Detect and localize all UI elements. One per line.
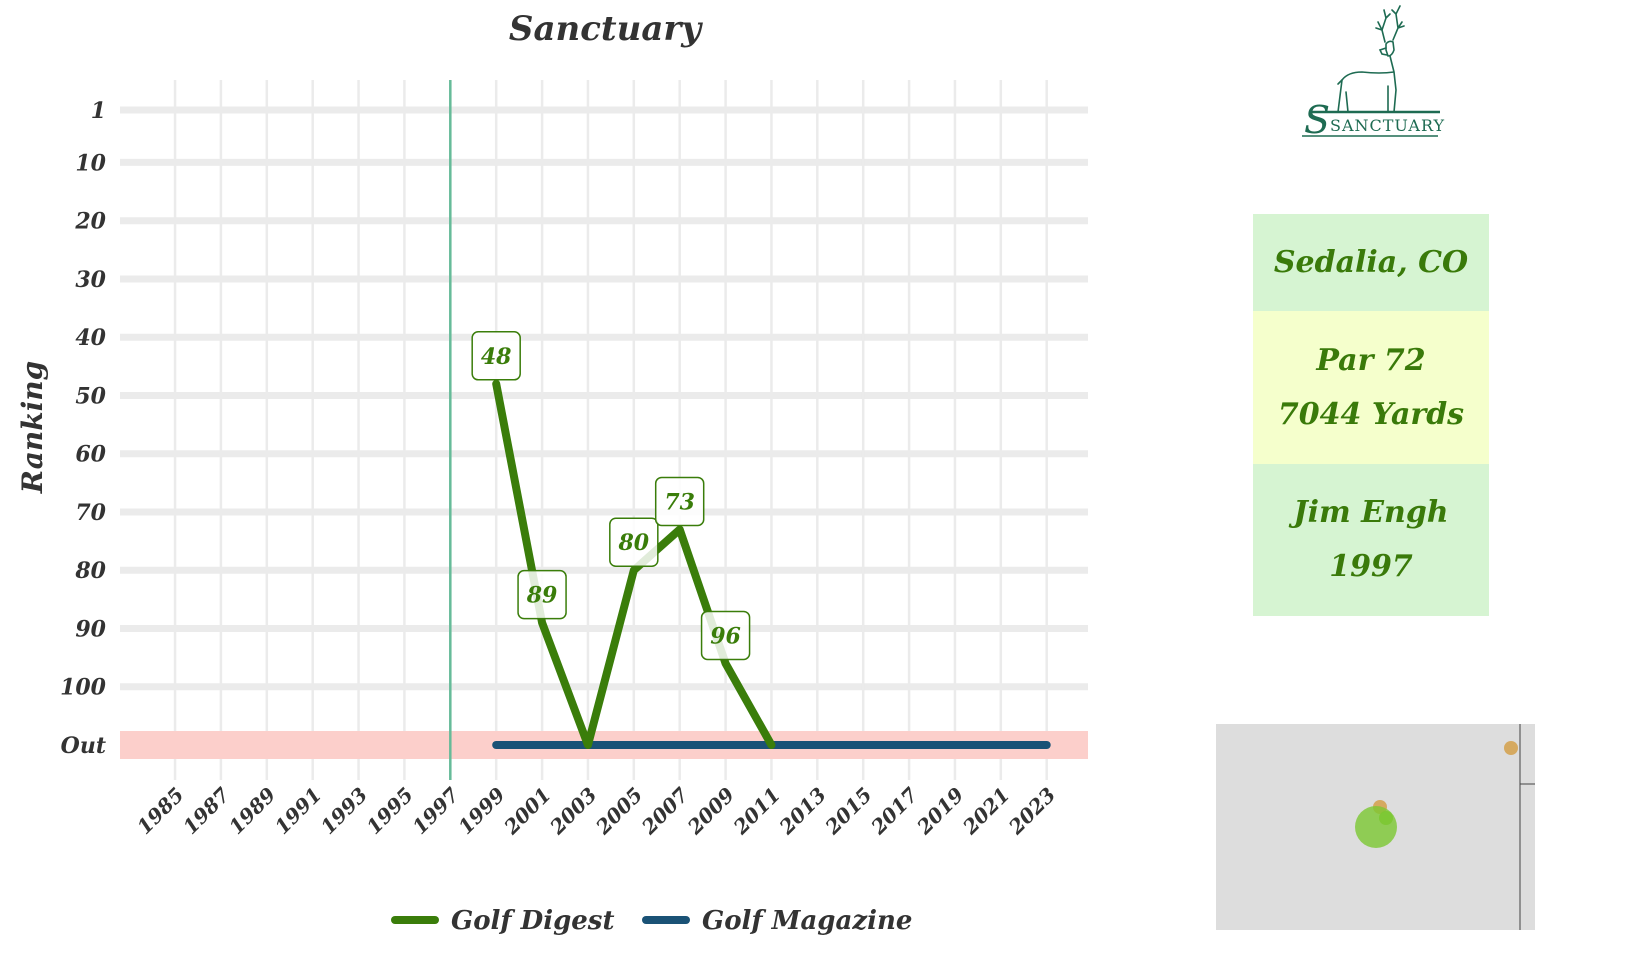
data-label: 48 [481, 344, 512, 370]
series-layer [492, 379, 1051, 749]
x-tick-label: 2015 [820, 783, 877, 840]
x-tick-label: 2013 [774, 783, 831, 840]
y-tick-label: 30 [75, 267, 106, 293]
x-tick-label: 2019 [911, 783, 968, 840]
x-tick-label: 1999 [453, 783, 509, 839]
data-label: 96 [710, 623, 741, 649]
x-tick-label: 2023 [1003, 783, 1060, 840]
data-label-box [609, 517, 659, 567]
yards-text: 7044 Yards [1277, 396, 1465, 432]
x-tick-label: 1985 [132, 783, 188, 839]
data-label: 80 [618, 530, 650, 556]
y-tick-label: 40 [75, 325, 106, 351]
y-tick-label: Out [61, 733, 106, 759]
x-tick-label: 1995 [362, 783, 418, 839]
x-tick-label: 1987 [178, 783, 234, 839]
y-tick-label: 1 [91, 98, 106, 124]
x-tick-label: 2017 [866, 783, 923, 840]
y-tick-label: 60 [75, 442, 106, 468]
data-label: 89 [526, 583, 558, 609]
x-tick-label: 1993 [316, 783, 372, 839]
legend-label: Golf Magazine [702, 906, 912, 936]
x-tick-label: 2005 [590, 783, 647, 840]
map-marker-east [1504, 741, 1518, 755]
x-tick-label: 2009 [682, 783, 739, 840]
legend-label: Golf Digest [451, 906, 614, 936]
x-tick-label: 2007 [636, 783, 693, 840]
location-minimap [1216, 724, 1535, 930]
data-label-box [517, 569, 567, 620]
location-text: Sedalia, CO [1273, 244, 1469, 280]
x-tick-label: 2011 [728, 783, 785, 840]
x-tick-label: 2003 [544, 783, 601, 840]
elk-icon [1337, 5, 1405, 113]
architect-panel: Jim Engh 1997 [1253, 464, 1489, 616]
y-tick-label: 20 [74, 209, 106, 235]
y-tick-label: 80 [74, 558, 106, 584]
data-label-box [700, 610, 751, 661]
x-tick-labels: 1985198719891991199319951997199920012003… [132, 783, 1060, 840]
data-label-box [471, 331, 521, 381]
data-label: 73 [664, 489, 695, 515]
architect-name: Jim Engh [1293, 495, 1449, 530]
x-tick-label: 2001 [499, 783, 556, 840]
architect-year: 1997 [1329, 549, 1413, 584]
legend: Golf Digest Golf Magazine [391, 906, 912, 936]
y-tick-label: 90 [75, 616, 106, 642]
x-tick-label: 1989 [224, 783, 280, 839]
x-tick-label: 1991 [270, 783, 326, 839]
chart-title: Sanctuary [509, 9, 703, 49]
y-tick-label: 70 [75, 500, 106, 526]
location-panel: Sedalia, CO [1253, 214, 1489, 311]
map-border-line [1519, 724, 1535, 930]
x-tick-label: 2021 [957, 783, 1014, 840]
x-tick-label: 1997 [408, 783, 464, 839]
par-text: Par 72 [1316, 342, 1426, 378]
y-tick-label: 10 [75, 150, 106, 176]
data-label-layer: 48 89 80 73 96 [471, 331, 751, 661]
course-specs-panel: Par 72 7044 Yards [1253, 311, 1489, 464]
sanctuary-logo: S SANCTUARY [1302, 5, 1445, 140]
map-marker-course [1355, 806, 1397, 848]
map-marker-cluster-green [1379, 811, 1393, 825]
y-tick-label: 100 [60, 675, 107, 701]
logo-initial: S [1304, 98, 1330, 140]
y-tick-labels: 1 10 20 30 40 50 60 70 80 90 100 Out [60, 98, 107, 759]
data-label-box [654, 476, 705, 527]
logo-text: SANCTUARY [1330, 116, 1445, 135]
y-tick-label: 50 [75, 383, 106, 409]
y-axis-label: Ranking [16, 361, 49, 494]
